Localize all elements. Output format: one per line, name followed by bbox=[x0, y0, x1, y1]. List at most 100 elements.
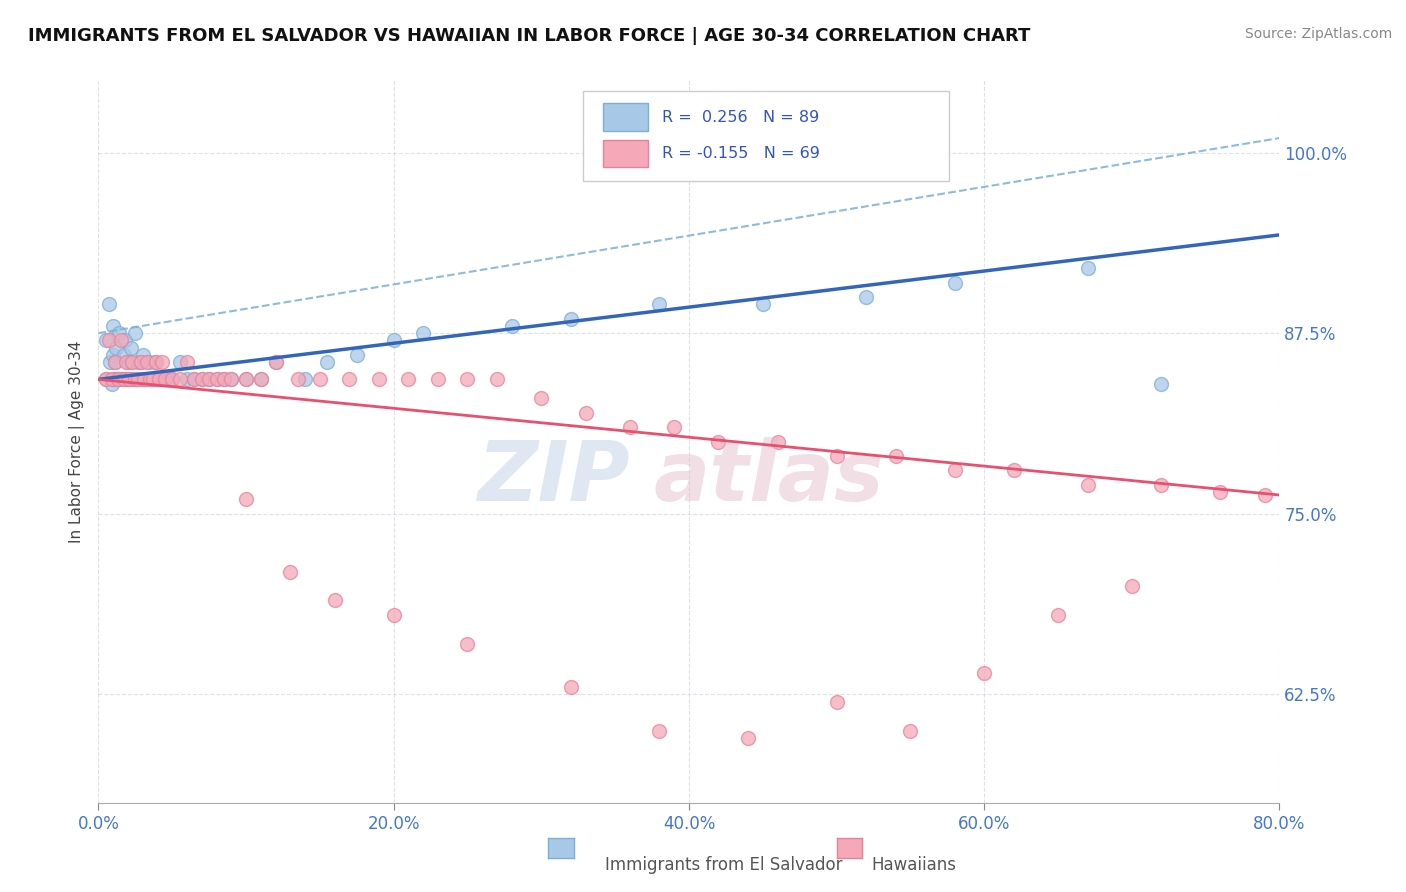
Point bbox=[169, 355, 191, 369]
Point bbox=[107, 372, 129, 386]
Point bbox=[94, 372, 117, 386]
Point bbox=[943, 276, 966, 290]
Y-axis label: In Labor Force | Age 30-34: In Labor Force | Age 30-34 bbox=[69, 340, 84, 543]
Text: ZIP: ZIP bbox=[477, 437, 630, 518]
Point bbox=[118, 372, 141, 386]
Text: IMMIGRANTS FROM EL SALVADOR VS HAWAIIAN IN LABOR FORCE | AGE 30-34 CORRELATION C: IMMIGRANTS FROM EL SALVADOR VS HAWAIIAN … bbox=[28, 27, 1031, 45]
Point bbox=[115, 355, 138, 369]
Point bbox=[368, 372, 391, 386]
Point bbox=[132, 348, 155, 362]
Point bbox=[148, 372, 170, 386]
Point bbox=[110, 372, 132, 386]
Point bbox=[148, 372, 170, 386]
Point bbox=[145, 355, 167, 369]
Point bbox=[143, 355, 166, 369]
Point bbox=[120, 355, 142, 369]
Point bbox=[112, 372, 135, 386]
Text: Hawaiians: Hawaiians bbox=[872, 856, 956, 874]
Point bbox=[486, 372, 509, 386]
Point bbox=[382, 334, 405, 348]
Text: atlas: atlas bbox=[654, 437, 884, 518]
Point bbox=[264, 355, 287, 369]
Point bbox=[94, 334, 117, 348]
Point bbox=[198, 372, 221, 386]
Point bbox=[530, 391, 553, 405]
Point bbox=[104, 355, 127, 369]
Point bbox=[97, 334, 120, 348]
Point bbox=[205, 372, 228, 386]
Point bbox=[117, 355, 139, 369]
Point bbox=[575, 406, 598, 420]
Point bbox=[619, 420, 641, 434]
Point bbox=[235, 372, 257, 386]
Point bbox=[191, 372, 214, 386]
Text: Immigrants from El Salvador: Immigrants from El Salvador bbox=[605, 856, 842, 874]
Text: R = -0.155   N = 69: R = -0.155 N = 69 bbox=[662, 145, 820, 161]
Point bbox=[159, 372, 181, 386]
Point bbox=[855, 290, 877, 304]
Point bbox=[132, 372, 155, 386]
Point bbox=[121, 355, 143, 369]
Point bbox=[114, 334, 136, 348]
Point bbox=[134, 372, 156, 386]
Point bbox=[250, 372, 273, 386]
Point bbox=[135, 372, 157, 386]
Point bbox=[1150, 376, 1173, 391]
Point bbox=[169, 372, 191, 386]
Point bbox=[316, 355, 339, 369]
Point bbox=[235, 492, 257, 507]
Point bbox=[560, 311, 582, 326]
Point bbox=[183, 372, 205, 386]
Point bbox=[105, 341, 128, 355]
Point bbox=[129, 355, 152, 369]
Point bbox=[108, 326, 131, 341]
Point bbox=[94, 372, 117, 386]
Point bbox=[427, 372, 450, 386]
Point bbox=[114, 372, 136, 386]
Point bbox=[309, 372, 332, 386]
Point bbox=[156, 372, 179, 386]
Point bbox=[139, 372, 162, 386]
Point bbox=[501, 318, 523, 333]
Point bbox=[398, 372, 420, 386]
Point bbox=[111, 372, 134, 386]
Point bbox=[141, 372, 163, 386]
Point bbox=[145, 372, 167, 386]
Point bbox=[117, 372, 139, 386]
Point bbox=[104, 372, 127, 386]
Point bbox=[150, 355, 173, 369]
Point bbox=[221, 372, 243, 386]
Point bbox=[118, 372, 141, 386]
Point bbox=[157, 372, 180, 386]
Point bbox=[149, 372, 172, 386]
Point bbox=[1046, 607, 1070, 622]
Point bbox=[134, 372, 156, 386]
Point bbox=[1002, 463, 1025, 477]
Point bbox=[110, 334, 132, 348]
Point bbox=[884, 449, 907, 463]
Point bbox=[139, 372, 162, 386]
Point bbox=[346, 348, 368, 362]
Point bbox=[127, 355, 149, 369]
Text: Source: ZipAtlas.com: Source: ZipAtlas.com bbox=[1244, 27, 1392, 41]
Point bbox=[382, 607, 405, 622]
Point bbox=[125, 372, 148, 386]
Point bbox=[124, 372, 146, 386]
Point bbox=[198, 372, 221, 386]
Point bbox=[124, 326, 146, 341]
Text: R =  0.256   N = 89: R = 0.256 N = 89 bbox=[662, 110, 820, 125]
FancyBboxPatch shape bbox=[582, 91, 949, 181]
Point bbox=[104, 355, 127, 369]
Point bbox=[153, 372, 176, 386]
Point bbox=[103, 348, 125, 362]
Point bbox=[100, 372, 122, 386]
Point bbox=[120, 341, 142, 355]
Point bbox=[943, 463, 966, 477]
Point bbox=[560, 680, 582, 694]
Point bbox=[146, 372, 169, 386]
Point bbox=[825, 695, 848, 709]
Point bbox=[107, 372, 129, 386]
Point bbox=[97, 297, 120, 311]
Point bbox=[648, 297, 671, 311]
Point bbox=[129, 355, 152, 369]
